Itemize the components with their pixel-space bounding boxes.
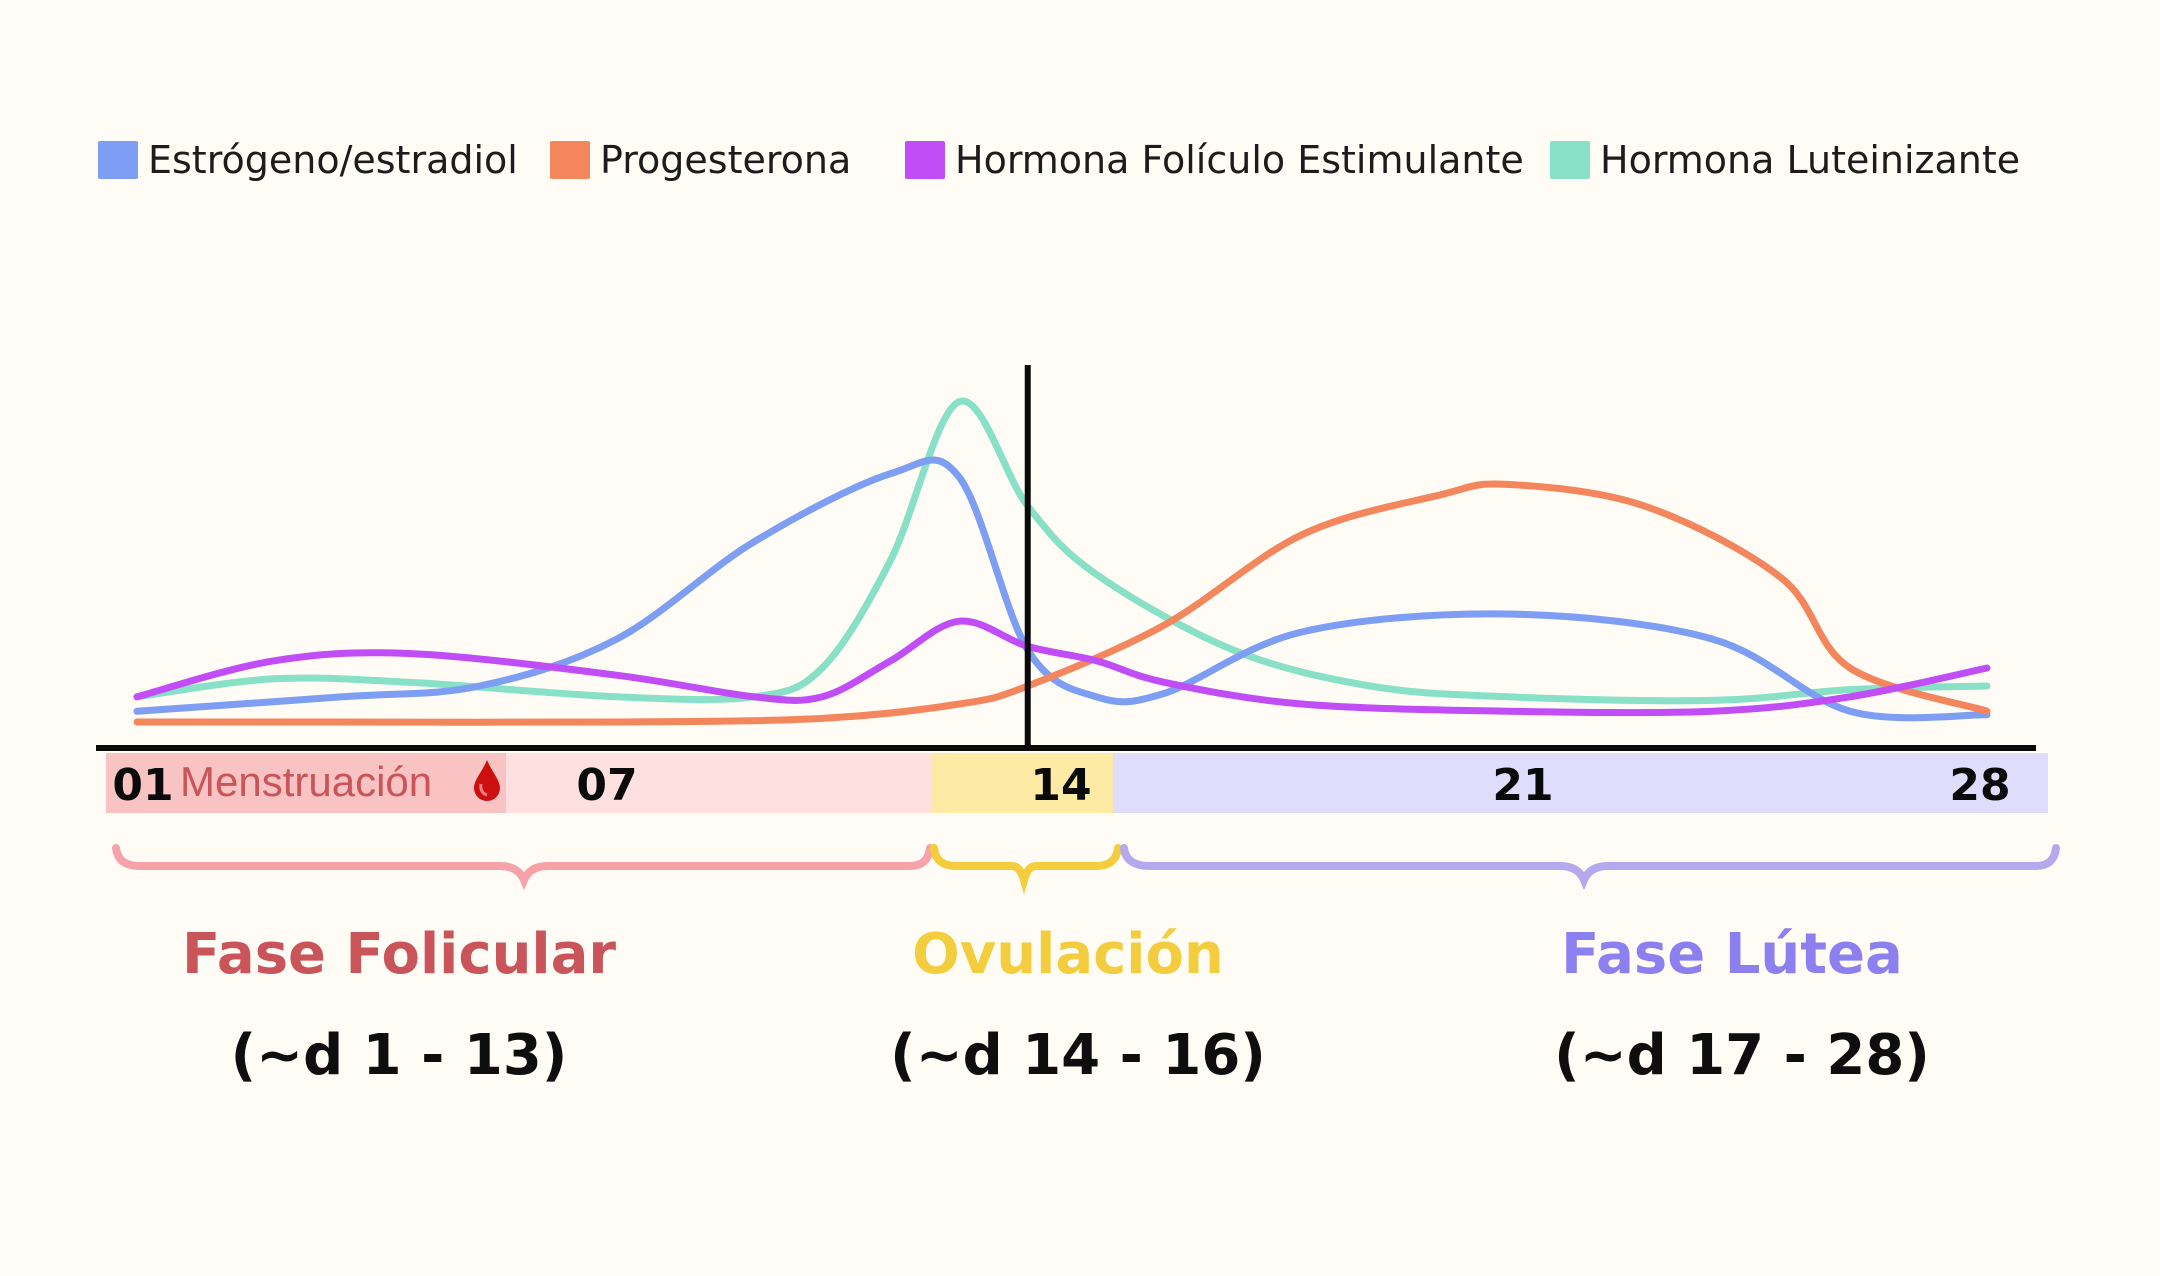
ovulation-band [931, 753, 1113, 813]
phase-name-follicular: Fase Folicular [181, 922, 617, 987]
series-layer [133, 397, 1991, 726]
x-tick-label-14: 14 [1030, 760, 1091, 811]
phase-name-luteal: Fase Lútea [1561, 922, 1903, 987]
legend-item-lh: Hormona Luteinizante [1550, 138, 2020, 182]
phase-name-ovulation: Ovulación [912, 922, 1224, 987]
phase-range-ovulation: (~d 14 - 16) [890, 1023, 1266, 1088]
phase-range-follicular: (~d 1 - 13) [230, 1023, 568, 1088]
legend-swatch-progesterone [550, 141, 590, 179]
legend-swatch-estrogen [98, 141, 138, 179]
x-tick-label-21: 21 [1492, 760, 1553, 811]
x-tick-label-01: 01 [112, 760, 173, 811]
legend-label-lh: Hormona Luteinizante [1600, 138, 2021, 182]
legend-label-estrogen: Estrógeno/estradiol [148, 138, 518, 182]
legend-swatch-lh [1550, 141, 1590, 179]
legend-label-progesterone: Progesterona [600, 138, 852, 182]
fsh-line [133, 617, 1991, 717]
lh-line [133, 397, 1991, 705]
luteal-band [1113, 753, 2048, 813]
x-tick-label-07: 07 [576, 760, 637, 811]
x-tick-labels: 01 07 14 21 28 [112, 760, 2010, 811]
blood-drop-highlight [479, 783, 488, 797]
legend-item-estrogen: Estrógeno/estradiol [98, 138, 550, 182]
follicular-brace [112, 844, 934, 891]
menstruation-band [106, 753, 506, 813]
progesterone-line [133, 480, 1991, 726]
chart-legend: Estrógeno/estradiol Progesterona Hormona… [98, 136, 2020, 184]
menstruation-label: Menstruación [180, 758, 432, 805]
phase-bands [106, 753, 2048, 813]
ovulation-brace [930, 844, 1122, 895]
luteal-brace [1120, 844, 2060, 891]
phase-range-luteal: (~d 17 - 28) [1554, 1023, 1930, 1088]
legend-item-fsh: Hormona Folículo Estimulante [905, 138, 1550, 182]
legend-swatch-fsh [905, 141, 945, 179]
legend-label-fsh: Hormona Folículo Estimulante [955, 138, 1524, 182]
x-tick-label-28: 28 [1949, 760, 2010, 811]
legend-item-progesterone: Progesterona [550, 138, 905, 182]
